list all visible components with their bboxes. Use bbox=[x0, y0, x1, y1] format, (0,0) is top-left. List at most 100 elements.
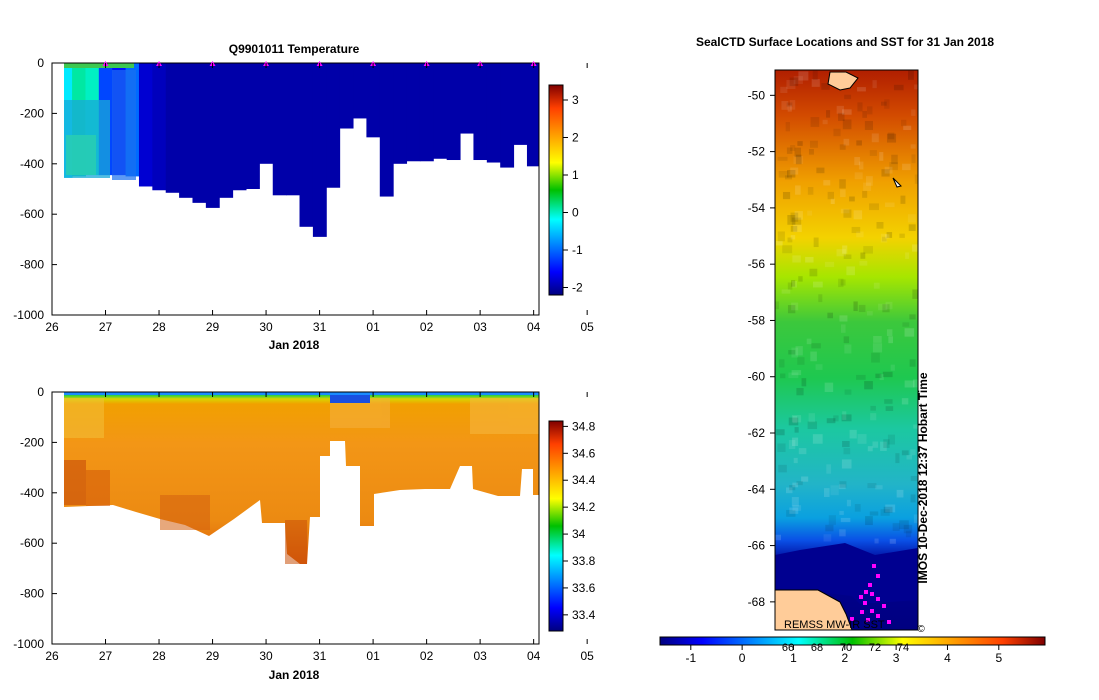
sst-texture-cell bbox=[907, 214, 916, 223]
sal-x-tick-label: 03 bbox=[473, 649, 487, 663]
sst-texture-cell bbox=[789, 507, 799, 514]
temp-y-tick-label: -800 bbox=[20, 258, 44, 272]
sst-texture-cell bbox=[785, 122, 790, 132]
temp-x-tick-label: 01 bbox=[366, 320, 380, 334]
sst-texture-cell bbox=[842, 440, 850, 448]
sst-texture-cell bbox=[892, 523, 900, 531]
temp-colorbar-ticks: 3 2 1 0 -1 -2 bbox=[563, 93, 583, 295]
sst-texture-cell bbox=[838, 278, 844, 288]
temp-profile-column bbox=[339, 63, 354, 129]
sst-texture-cell bbox=[854, 503, 861, 512]
sst-texture-cell bbox=[912, 379, 918, 388]
sal-y-tick-label: -400 bbox=[20, 486, 44, 500]
sst-texture-cell bbox=[839, 529, 846, 537]
sst-texture-cell bbox=[836, 105, 844, 114]
seal-location-point bbox=[868, 583, 872, 587]
sst-lat-axis: -50 -52 -54 -56 -58 -60 -62 -64 -66 -68 bbox=[748, 88, 775, 609]
temp-profile-column bbox=[165, 63, 180, 193]
sst-texture-cell bbox=[880, 441, 887, 451]
sst-texture-cell bbox=[810, 351, 817, 362]
sst-texture-cell bbox=[811, 343, 821, 349]
sst-texture-cell bbox=[854, 172, 863, 180]
imos-timestamp: IMOS 10-Dec-2018 12:37 Hobart Time bbox=[916, 372, 930, 584]
sst-texture-cell bbox=[910, 144, 916, 149]
salinity-deep-patch bbox=[285, 520, 307, 564]
sst-texture-cell bbox=[793, 155, 804, 164]
sst-texture-cell bbox=[798, 71, 809, 81]
salinity-fresh-lens bbox=[330, 395, 370, 403]
sst-texture-cell bbox=[912, 289, 918, 299]
sst-cb-tick-label: 1 bbox=[790, 651, 797, 665]
seal-location-point bbox=[876, 574, 880, 578]
sst-texture-cell bbox=[858, 304, 866, 313]
salinity-surface-layer bbox=[64, 392, 539, 395]
sst-texture-cell bbox=[797, 141, 803, 146]
sst-texture-cell bbox=[912, 244, 918, 252]
temp-axes-frame bbox=[51, 62, 540, 316]
sst-texture-cell bbox=[879, 374, 884, 381]
sst-texture-cell bbox=[849, 196, 855, 202]
sst-texture-cell bbox=[885, 406, 894, 411]
sst-colorbar-ticks: -1 0 1 2 3 4 5 66 68 70 72 74 bbox=[685, 642, 1002, 665]
sst-cb-tick-label: -1 bbox=[685, 651, 696, 665]
temp-cb-tick-label: 2 bbox=[572, 131, 579, 145]
sst-texture-cell bbox=[882, 304, 890, 313]
sst-texture-cell bbox=[826, 418, 836, 424]
sal-x-tick-label: 29 bbox=[206, 649, 220, 663]
sst-texture-cell bbox=[787, 105, 792, 112]
sst-texture-cell bbox=[812, 434, 823, 444]
sst-texture-cell bbox=[808, 149, 814, 155]
sst-texture-cell bbox=[813, 281, 823, 288]
sst-texture-cell bbox=[821, 83, 830, 90]
sst-texture-cell bbox=[786, 509, 796, 517]
sst-texture-cell bbox=[853, 210, 863, 220]
sst-texture-cell bbox=[895, 453, 900, 464]
sst-texture-cell bbox=[886, 133, 897, 143]
temp-profile-column bbox=[460, 63, 474, 134]
sst-texture-cell bbox=[775, 301, 780, 310]
sst-cold-shelf-water bbox=[775, 543, 918, 604]
temp-profile-column bbox=[379, 63, 394, 197]
sst-texture-cell bbox=[794, 211, 803, 220]
sst-texture-cell bbox=[872, 80, 877, 89]
sst-texture-cell bbox=[885, 234, 890, 239]
sst-texture-cell bbox=[791, 281, 798, 288]
temp-profile-column bbox=[232, 63, 247, 191]
sst-texture-cell bbox=[827, 312, 834, 319]
sal-x-tick-label: 28 bbox=[152, 649, 166, 663]
sst-cb-tick-label: 3 bbox=[893, 651, 900, 665]
sst-texture-cell bbox=[879, 152, 884, 161]
sst-panel: SealCTD Surface Locations and SST for 31… bbox=[659, 35, 1046, 665]
sst-texture-cell bbox=[864, 120, 874, 131]
sst-texture-cell bbox=[778, 464, 787, 473]
sst-texture-cell bbox=[844, 94, 852, 100]
sst-texture-cell bbox=[904, 380, 915, 388]
sst-texture-cell bbox=[913, 514, 918, 524]
seal-location-point bbox=[866, 618, 870, 622]
temp-profile-column bbox=[245, 63, 260, 189]
sal-y-tick-label: -200 bbox=[20, 435, 44, 449]
sst-texture-cell bbox=[813, 237, 819, 248]
sst-texture-cell bbox=[843, 447, 851, 455]
sal-x-tick-label: 01 bbox=[366, 649, 380, 663]
seal-location-point bbox=[872, 564, 876, 568]
sst-lat-tick-label: -56 bbox=[748, 257, 766, 271]
sst-cb-overlay-label: 68 bbox=[811, 642, 823, 654]
sal-y-tick-label: -1000 bbox=[13, 637, 44, 651]
sst-texture-cell bbox=[885, 202, 895, 208]
sst-axes-frame bbox=[774, 69, 919, 631]
sst-texture-cell bbox=[792, 416, 797, 424]
sst-lat-tick-label: -66 bbox=[748, 539, 766, 553]
sst-texture-cell bbox=[911, 154, 916, 164]
sst-texture-cell bbox=[839, 510, 844, 515]
sst-texture-cell bbox=[846, 266, 855, 276]
sal-x-tick-label: 27 bbox=[99, 649, 113, 663]
sst-texture-cell bbox=[856, 231, 864, 238]
sst-cb-tick-label: 0 bbox=[739, 651, 746, 665]
temp-profile-column bbox=[446, 63, 461, 161]
sst-texture-cell bbox=[840, 324, 846, 333]
temp-cb-tick-label: -2 bbox=[572, 281, 583, 295]
sst-texture-cell bbox=[838, 484, 846, 490]
sst-texture-cell bbox=[781, 289, 791, 294]
